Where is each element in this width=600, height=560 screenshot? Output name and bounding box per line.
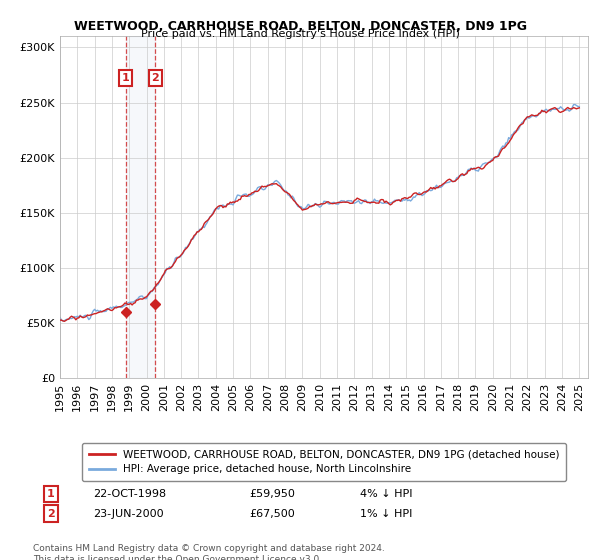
Text: 1: 1 — [122, 73, 130, 83]
Text: 2: 2 — [47, 508, 55, 519]
Text: 23-JUN-2000: 23-JUN-2000 — [93, 508, 164, 519]
Bar — [126, 36, 155, 378]
Legend: WEETWOOD, CARRHOUSE ROAD, BELTON, DONCASTER, DN9 1PG (detached house), HPI: Aver: WEETWOOD, CARRHOUSE ROAD, BELTON, DONCAS… — [82, 443, 566, 480]
Text: 1: 1 — [47, 489, 55, 499]
Text: Price paid vs. HM Land Registry's House Price Index (HPI): Price paid vs. HM Land Registry's House … — [140, 29, 460, 39]
Text: £67,500: £67,500 — [249, 508, 295, 519]
Text: Contains HM Land Registry data © Crown copyright and database right 2024.
This d: Contains HM Land Registry data © Crown c… — [33, 544, 385, 560]
Text: WEETWOOD, CARRHOUSE ROAD, BELTON, DONCASTER, DN9 1PG: WEETWOOD, CARRHOUSE ROAD, BELTON, DONCAS… — [74, 20, 527, 32]
Text: £59,950: £59,950 — [249, 489, 295, 499]
Text: 1% ↓ HPI: 1% ↓ HPI — [360, 508, 412, 519]
Text: 2: 2 — [151, 73, 159, 83]
Text: 4% ↓ HPI: 4% ↓ HPI — [360, 489, 413, 499]
Text: 22-OCT-1998: 22-OCT-1998 — [93, 489, 166, 499]
